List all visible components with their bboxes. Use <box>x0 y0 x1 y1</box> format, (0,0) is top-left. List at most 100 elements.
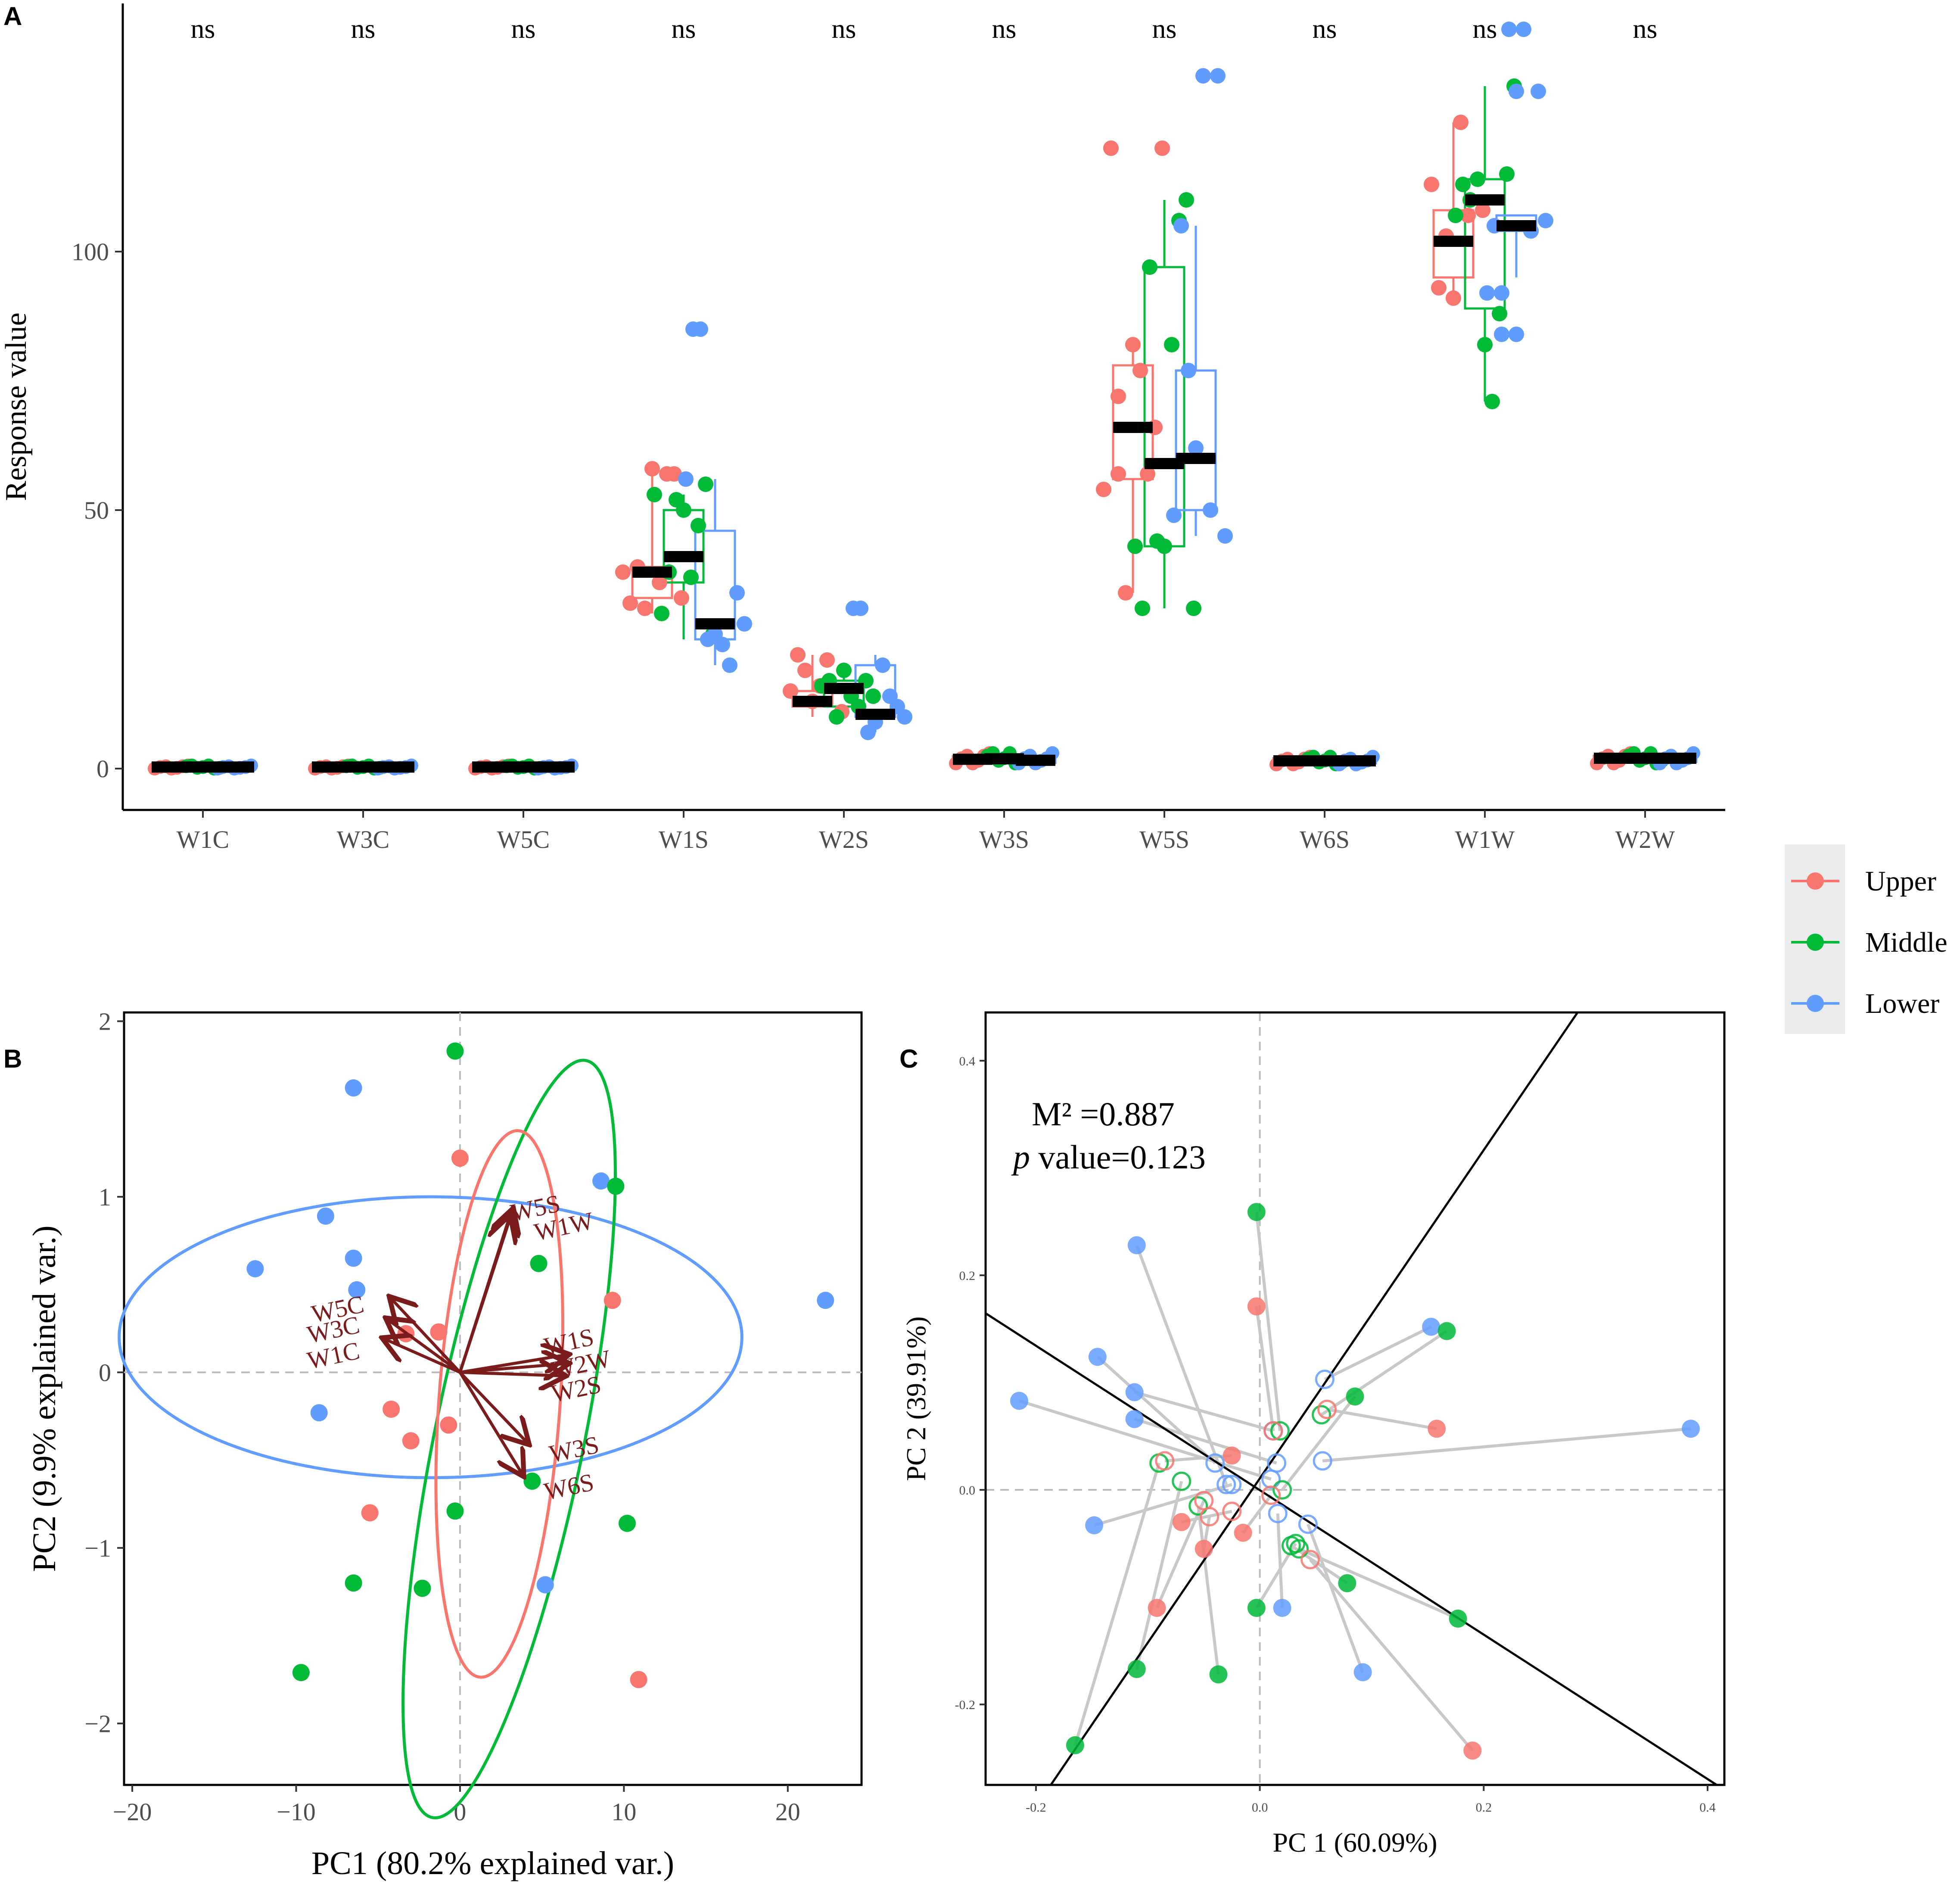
data-point-middle <box>1135 601 1150 616</box>
loading-label-w6s: W6S <box>541 1468 596 1506</box>
data-point-lower <box>860 725 876 740</box>
y-tick-label: 50 <box>84 496 109 524</box>
data-point-lower <box>1210 68 1226 84</box>
data-point-middle <box>1142 259 1157 275</box>
filled-point-middle <box>1127 1660 1146 1678</box>
data-point-upper <box>383 1400 400 1418</box>
loading-arrow-w1w <box>458 1218 509 1373</box>
data-point-upper <box>790 647 806 663</box>
loading-arrow-w3c <box>388 1320 461 1374</box>
filled-point-lower <box>1010 1392 1028 1410</box>
data-point-upper <box>402 1432 420 1450</box>
data-point-upper <box>630 1671 647 1688</box>
x-tick-label: 0.2 <box>1476 1800 1492 1815</box>
data-point-lower <box>678 471 694 487</box>
ellipse-lower <box>118 1195 744 1479</box>
data-point-middle <box>683 570 699 585</box>
filled-point-upper <box>1234 1523 1252 1542</box>
procrustes-residual-line <box>1134 1391 1274 1432</box>
data-point-upper <box>1460 208 1476 223</box>
open-point-lower <box>1268 1504 1288 1523</box>
y-tick-label: 0.4 <box>959 1054 976 1068</box>
data-point-upper <box>674 590 689 606</box>
y-tick-label: 0 <box>99 1358 111 1386</box>
data-point-lower <box>246 1260 264 1277</box>
x-tick-label: 0.0 <box>1252 1800 1268 1815</box>
data-point-lower <box>737 616 752 632</box>
data-point-middle <box>1164 337 1179 352</box>
filled-point-lower <box>1088 1348 1107 1366</box>
x-axis-title: PC1 (80.2% explained var.) <box>311 1845 674 1881</box>
panel-c-letter: C <box>899 1044 918 1073</box>
ellipse-upper <box>434 1129 564 1679</box>
filled-point-lower <box>1682 1420 1700 1438</box>
data-point-upper <box>430 1323 448 1341</box>
legend-label-lower: Lower <box>1865 988 1939 1019</box>
data-point-upper <box>1118 585 1133 601</box>
procrustes-residual-line <box>1290 1544 1348 1585</box>
filled-point-middle <box>1449 1610 1467 1628</box>
data-point-lower <box>1509 327 1524 342</box>
x-tick-label: 20 <box>775 1798 800 1826</box>
rotation-axis-line <box>1049 1012 1579 1785</box>
data-point-middle <box>345 1574 362 1592</box>
legend-key-dot <box>1807 872 1824 890</box>
data-point-middle <box>1477 337 1493 352</box>
data-point-upper <box>361 1504 379 1522</box>
y-tick-label: 2 <box>99 1007 111 1035</box>
x-axis-title: PC 1 (60.09%) <box>1272 1827 1437 1858</box>
y-tick-label: 0.2 <box>959 1269 976 1283</box>
procrustes-residual-line <box>1094 1483 1232 1527</box>
data-point-upper <box>622 595 638 611</box>
y-tick-label: 1 <box>99 1183 111 1211</box>
legend: Upper Middle Lower <box>1785 844 1948 1034</box>
data-point-upper <box>819 652 835 668</box>
data-point-middle <box>698 476 713 492</box>
procrustes-residual-line <box>1134 1417 1277 1465</box>
data-point-upper <box>604 1292 621 1309</box>
rotation-axis-line <box>986 1312 1719 1785</box>
significance-label: ns <box>1152 13 1177 44</box>
y-tick-label: 0 <box>96 755 109 783</box>
loading-arrow-w6s <box>458 1371 523 1474</box>
data-point-lower <box>1166 508 1182 523</box>
data-point-lower <box>700 632 716 647</box>
data-point-upper <box>440 1416 457 1434</box>
p-value-annotation: p value=0.123 <box>1011 1138 1206 1176</box>
filled-point-upper <box>1172 1513 1191 1531</box>
procrustes-residual-line <box>1135 1245 1228 1485</box>
data-point-upper <box>1132 363 1148 378</box>
data-point-upper <box>666 466 682 482</box>
x-tick-label: −20 <box>113 1798 152 1826</box>
data-point-lower <box>345 1249 362 1267</box>
filled-point-upper <box>1247 1297 1266 1316</box>
filled-point-lower <box>1422 1317 1440 1336</box>
data-point-lower <box>1516 22 1531 37</box>
open-point-middle <box>1272 1480 1292 1500</box>
data-point-lower <box>1501 22 1517 37</box>
loading-label-w3s: W3S <box>547 1430 601 1468</box>
panel-c-plot-area <box>986 1012 1724 1785</box>
data-point-middle <box>1149 533 1165 549</box>
panel-a-letter: A <box>3 2 22 31</box>
panel-a: A 0 50 100 Response value W1C ns W3C ns W5C ns W1S n… <box>0 2 1725 853</box>
data-point-lower <box>348 1281 366 1299</box>
data-point-upper <box>1446 290 1461 306</box>
x-tick-label: W1S <box>659 825 709 853</box>
data-point-lower <box>1195 68 1211 84</box>
open-point-lower <box>1315 1370 1335 1389</box>
panel-c: C -0.2 0.0 0.2 0.4 -0.2 0.0 0.2 0.4 PC 1 (60.09%)… <box>899 1011 1726 1858</box>
data-point-upper <box>1096 482 1111 497</box>
y-axis-title: Response value <box>0 312 33 501</box>
y-tick-label: -0.2 <box>955 1698 976 1712</box>
procrustes-residual-line <box>1326 1408 1437 1430</box>
procrustes-residual-line <box>1018 1399 1272 1481</box>
data-point-upper <box>652 575 667 590</box>
procrustes-residual-line <box>1276 1513 1284 1608</box>
filled-point-upper <box>1463 1741 1482 1760</box>
data-point-upper <box>1431 280 1447 296</box>
legend-key-dot <box>1807 934 1824 951</box>
data-point-middle <box>669 492 684 508</box>
